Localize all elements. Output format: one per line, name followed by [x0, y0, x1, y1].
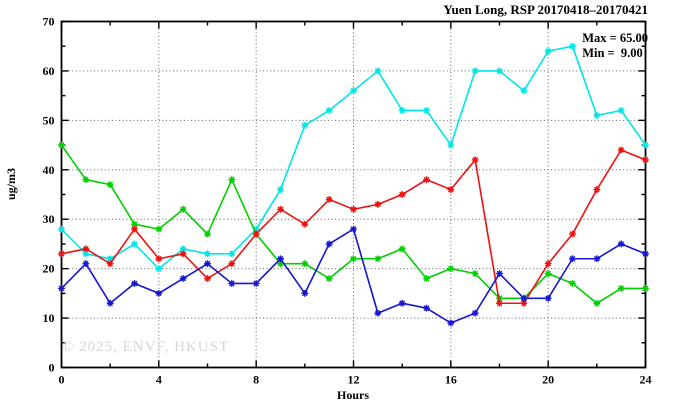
- max-stat-label: Max = 65.00: [582, 31, 648, 45]
- red-series-markers: [58, 146, 649, 307]
- min-stat-label: Min = 9.00: [582, 46, 643, 60]
- x-axis-label: Hours: [336, 388, 369, 402]
- y-tick-label: 50: [43, 113, 55, 127]
- x-tick-label: 12: [348, 373, 360, 387]
- y-tick-label: 20: [43, 262, 55, 276]
- y-tick-label: 40: [43, 163, 55, 177]
- x-tick-label: 8: [253, 373, 259, 387]
- chart-title: Yuen Long, RSP 20170418–20170421: [443, 2, 648, 17]
- y-axis-label: ug/m3: [4, 168, 18, 201]
- watermark-text: © 2025, ENVF, HKUST: [62, 339, 230, 355]
- x-tick-label: 0: [59, 373, 65, 387]
- blue-series-line: [60, 227, 646, 324]
- x-tick-label: 24: [640, 373, 652, 387]
- maxmin-annotation: Max = 65.00 Min = 9.00: [582, 31, 648, 61]
- x-tick-label: 16: [445, 373, 457, 387]
- cyan-series-markers: [58, 42, 649, 273]
- green-series-line: [60, 144, 646, 305]
- blue-series-markers: [58, 225, 649, 327]
- x-tick-label: 4: [156, 373, 162, 387]
- y-tick-label: 10: [43, 311, 55, 325]
- plot-frame: [60, 20, 647, 369]
- x-tick-label: 20: [542, 373, 554, 387]
- y-tick-label: 0: [49, 361, 55, 375]
- y-tick-label: 60: [43, 64, 55, 78]
- y-tick-label: 30: [43, 212, 55, 226]
- y-tick-label: 70: [43, 15, 55, 29]
